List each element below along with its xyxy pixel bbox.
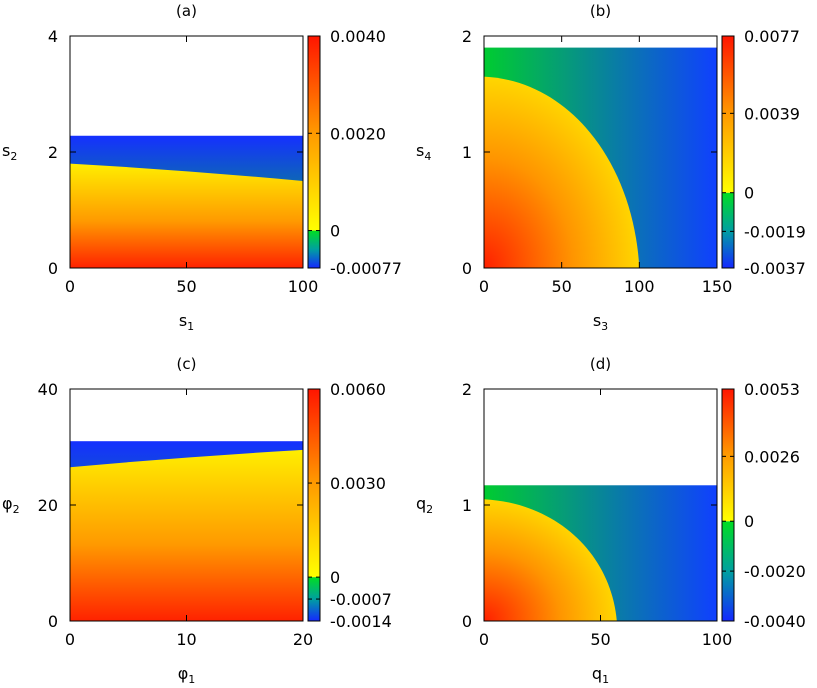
y-tick-label: 2 bbox=[462, 27, 472, 46]
y-tick-label: 2 bbox=[462, 380, 472, 399]
y-tick-label: 0 bbox=[462, 259, 472, 278]
colorbar-tick-label: -0.0014 bbox=[330, 612, 392, 631]
x-axis-label-subscript: 1 bbox=[188, 673, 195, 684]
colorbar-frame bbox=[721, 388, 735, 622]
colorbar-negative bbox=[722, 521, 734, 621]
panel-d: 0 50 100 0 1 2 (d) q1 q2 -0.0040 -0.0020 0 0.0026 0.0… bbox=[416, 355, 806, 686]
y-tick-label: 0 bbox=[462, 612, 472, 631]
colorbar-tick-label: 0.0053 bbox=[744, 380, 800, 399]
x-tick-label: 20 bbox=[293, 630, 313, 649]
colorbar-tick-label: -0.0037 bbox=[744, 259, 806, 278]
y-tick-label: 4 bbox=[48, 27, 58, 46]
colorbar-tick-label: 0.0026 bbox=[744, 447, 800, 466]
y-tick-label: 20 bbox=[38, 496, 58, 515]
y-axis-label: q2 bbox=[416, 494, 433, 516]
panel-title: (c) bbox=[177, 355, 197, 373]
colorbar-frame bbox=[721, 35, 735, 269]
y-tick-label: 1 bbox=[462, 496, 472, 515]
colorbar-tick-label: -0.00077 bbox=[330, 259, 402, 278]
x-tick-label: 50 bbox=[590, 630, 610, 649]
colorbar-positive bbox=[722, 389, 734, 522]
x-tick-label: 100 bbox=[288, 277, 319, 296]
y-axis-label: s2 bbox=[2, 141, 17, 163]
y-tick-label: 0 bbox=[48, 612, 58, 631]
y-axis-label-subscript: 2 bbox=[10, 150, 17, 163]
colorbar-tick-label: 0.0039 bbox=[744, 104, 800, 123]
y-axis-label-subscript: 2 bbox=[13, 503, 20, 516]
colorbar-tick-label: -0.0019 bbox=[744, 222, 806, 241]
x-axis-label: s1 bbox=[179, 311, 194, 333]
x-axis-label: φ1 bbox=[178, 664, 196, 684]
panel-a: 0 50 100 0 2 4 (a) s1 s2 -0.00077 0 0.0020 0.0040 bbox=[2, 2, 402, 333]
y-tick-label: 2 bbox=[48, 143, 58, 162]
panel-title: (d) bbox=[590, 355, 611, 373]
x-tick-label: 0 bbox=[65, 630, 75, 649]
heatmap-positive-region bbox=[70, 449, 303, 621]
y-axis-label-subscript: 2 bbox=[426, 503, 433, 516]
colorbar-tick-label: 0 bbox=[744, 184, 754, 203]
x-tick-label: 0 bbox=[479, 630, 489, 649]
x-axis-label-subscript: 1 bbox=[187, 320, 194, 333]
x-tick-label: 100 bbox=[702, 630, 733, 649]
colorbar-frame bbox=[307, 35, 321, 269]
x-tick-label: 0 bbox=[479, 277, 489, 296]
colorbar-tick-label: -0.0020 bbox=[744, 562, 806, 581]
y-axis-label-subscript: 4 bbox=[424, 150, 431, 163]
panel-b: 0 50 100 150 0 1 2 (b) s3 s4 -0.0037 -0.0019 0 0.0039… bbox=[416, 2, 806, 333]
colorbar-frame bbox=[307, 388, 321, 622]
colorbar-tick-label: 0.0030 bbox=[330, 474, 386, 493]
y-tick-label: 40 bbox=[38, 380, 58, 399]
x-tick-label: 50 bbox=[176, 277, 196, 296]
x-axis-label-subscript: 1 bbox=[602, 673, 609, 684]
y-axis-label: φ2 bbox=[2, 494, 20, 516]
colorbar-tick-label: -0.0007 bbox=[330, 590, 392, 609]
y-tick-label: 1 bbox=[462, 143, 472, 162]
x-tick-label: 50 bbox=[551, 277, 571, 296]
heatmap-positive-region bbox=[70, 163, 303, 268]
colorbar-tick-label: 0.0077 bbox=[744, 27, 800, 46]
y-tick-label: 0 bbox=[48, 259, 58, 278]
colorbar-negative bbox=[722, 192, 734, 268]
x-axis-label: s3 bbox=[593, 311, 608, 333]
colorbar-tick-label: 0 bbox=[330, 222, 340, 241]
x-axis-label: q1 bbox=[592, 664, 609, 684]
colorbar-positive bbox=[308, 389, 320, 578]
colorbar-tick-label: -0.0040 bbox=[744, 612, 806, 631]
colorbar-tick-label: 0.0040 bbox=[330, 27, 386, 46]
panel-title: (a) bbox=[176, 2, 197, 20]
colorbar-tick-label: 0.0060 bbox=[330, 380, 386, 399]
heatmap-positive-region bbox=[484, 76, 640, 268]
panel-title: (b) bbox=[590, 2, 611, 20]
colorbar-tick-label: 0.0020 bbox=[330, 124, 386, 143]
heatmap-positive-region bbox=[484, 499, 617, 621]
x-tick-label: 100 bbox=[624, 277, 655, 296]
colorbar-positive bbox=[722, 36, 734, 193]
y-axis-label: s4 bbox=[416, 141, 431, 163]
x-axis-label-subscript: 3 bbox=[601, 320, 608, 333]
colorbar-tick-label: 0 bbox=[744, 512, 754, 531]
panel-c: 0 10 20 0 20 40 (c) φ1 φ2 -0.0014 -0.0007 0 0.0030 0.… bbox=[2, 355, 392, 686]
colorbar-negative bbox=[308, 577, 320, 621]
colorbar-negative bbox=[308, 230, 320, 268]
colorbar-positive bbox=[308, 36, 320, 231]
x-tick-label: 10 bbox=[176, 630, 196, 649]
x-tick-label: 150 bbox=[702, 277, 733, 296]
colorbar-tick-label: 0 bbox=[330, 568, 340, 587]
x-tick-label: 0 bbox=[65, 277, 75, 296]
